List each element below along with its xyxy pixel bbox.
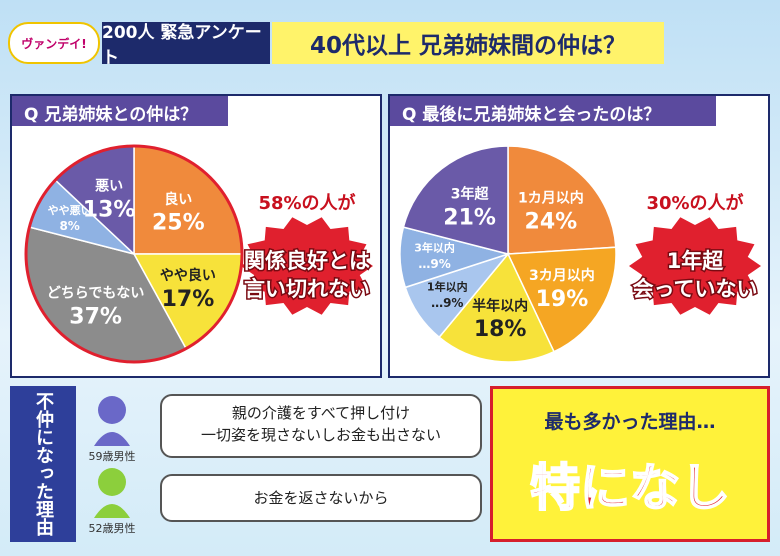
top-reason: 最も多かった理由… 特になし bbox=[490, 386, 770, 542]
callout-text: 会っていない bbox=[633, 277, 758, 301]
panel-title: Q 最後に兄弟姉妹と会ったのは？ bbox=[390, 96, 716, 126]
bubble-line: 親の介護をすべて押し付け bbox=[231, 404, 411, 422]
value-label: 17% bbox=[162, 287, 215, 312]
slice-label: 1年以内 bbox=[427, 280, 468, 294]
value-label: 37% bbox=[69, 304, 122, 329]
callout-text: 関係良好とは bbox=[244, 249, 370, 273]
starburst bbox=[629, 217, 761, 315]
person: 52歳男性 bbox=[88, 522, 136, 535]
avatar bbox=[94, 468, 130, 518]
survey-label: 200人 緊急アンケート bbox=[102, 22, 270, 68]
slice-label: 3年超 bbox=[451, 186, 490, 203]
callout-text: 言い切れない bbox=[244, 277, 370, 301]
value-label: 21% bbox=[443, 206, 496, 231]
panel: Q 最後に兄弟姉妹と会ったのは？ 1カ月以内 24% 3カ月以内 19% 半年以内 18%… bbox=[388, 94, 770, 378]
top-answer: 特になし bbox=[529, 458, 731, 518]
chart: 1カ月以内 24% 3カ月以内 19% 半年以内 18% 1年以内 …9% 3年以内 …9% 3年超… bbox=[399, 145, 761, 363]
slice-label: 1カ月以内 bbox=[518, 190, 584, 207]
slice-label: やや悪い bbox=[48, 204, 92, 217]
headline: 40代以上 兄弟姉妹間の仲は？ bbox=[272, 22, 664, 64]
value-label: 25% bbox=[152, 211, 205, 236]
reason-label: 不仲になった理由 bbox=[10, 386, 76, 542]
slice-label: 半年以内 bbox=[472, 297, 528, 314]
starburst bbox=[241, 217, 373, 315]
panel-title: Q 兄弟姉妹との仲は？ bbox=[12, 96, 228, 126]
slice-label: 3年以内 bbox=[414, 241, 455, 255]
panel: Q 兄弟姉妹との仲は？ 良い 25% やや良い 17% どちらでもない 37% やや悪い 8%… bbox=[10, 94, 382, 378]
logo: ヴァンデイ! bbox=[8, 22, 100, 64]
pie-outline bbox=[24, 144, 244, 364]
callout-text: 1年超 bbox=[667, 249, 725, 273]
pie-slice bbox=[402, 145, 509, 255]
callout-text: 58%の人が bbox=[258, 192, 355, 214]
slice-label: 良い bbox=[164, 191, 192, 208]
avatar bbox=[94, 396, 130, 446]
person: 59歳男性 bbox=[88, 450, 136, 463]
slice-label: 悪い bbox=[95, 179, 123, 195]
slice-label: 3カ月以内 bbox=[529, 267, 595, 284]
value-label: 19% bbox=[536, 287, 589, 312]
value-label: 8% bbox=[59, 219, 79, 233]
value-label: …9% bbox=[418, 257, 450, 271]
value-label: 13% bbox=[83, 198, 136, 223]
slice-label: やや良い bbox=[160, 267, 216, 284]
value-label: …9% bbox=[431, 296, 463, 310]
pie-slice bbox=[506, 246, 617, 353]
bubble-line: お金を返さないから bbox=[253, 489, 389, 507]
top-heading: 最も多かった理由… bbox=[544, 411, 716, 433]
bubble-line: 一切姿を現さないしお金も出さない bbox=[200, 426, 441, 444]
speech-bubble: 親の介護をすべて押し付け 一切姿を現さないしお金も出さない bbox=[160, 394, 482, 458]
value-label: 24% bbox=[525, 209, 578, 234]
pie-slice bbox=[507, 145, 617, 255]
pie-slice bbox=[438, 252, 555, 363]
value-label: 18% bbox=[474, 317, 527, 342]
chart: 良い 25% やや良い 17% どちらでもない 37% やや悪い 8% 悪い 13% 58%の人が関… bbox=[24, 144, 373, 364]
callout-text: 30%の人が bbox=[646, 192, 743, 214]
speech-bubble: お金を返さないから bbox=[160, 474, 482, 522]
slice-label: どちらでもない bbox=[47, 286, 145, 302]
